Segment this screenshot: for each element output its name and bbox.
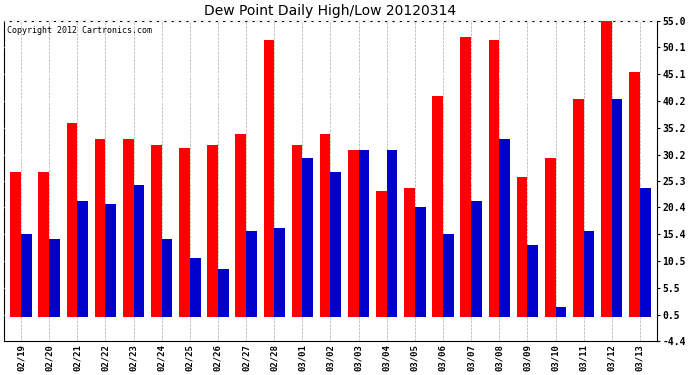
Bar	[207, 145, 218, 318]
Bar	[348, 150, 359, 318]
Bar	[612, 99, 622, 318]
Bar	[573, 99, 584, 318]
Bar	[77, 201, 88, 318]
Bar	[39, 172, 49, 318]
Bar	[151, 145, 161, 318]
Bar	[235, 134, 246, 318]
Bar	[527, 244, 538, 318]
Bar	[190, 258, 201, 318]
Bar	[433, 96, 443, 318]
Bar	[386, 150, 397, 318]
Bar	[302, 158, 313, 318]
Bar	[584, 231, 594, 318]
Bar	[601, 21, 612, 318]
Bar	[517, 177, 527, 318]
Text: Copyright 2012 Cartronics.com: Copyright 2012 Cartronics.com	[8, 26, 152, 34]
Bar	[179, 147, 190, 318]
Bar	[49, 239, 60, 318]
Bar	[21, 234, 32, 318]
Bar	[415, 207, 426, 318]
Bar	[95, 140, 106, 318]
Bar	[218, 269, 228, 318]
Bar	[443, 234, 454, 318]
Bar	[319, 134, 331, 318]
Bar	[246, 231, 257, 318]
Bar	[471, 201, 482, 318]
Bar	[292, 145, 302, 318]
Bar	[640, 188, 651, 318]
Bar	[376, 190, 386, 318]
Title: Dew Point Daily High/Low 20120314: Dew Point Daily High/Low 20120314	[204, 4, 457, 18]
Bar	[10, 172, 21, 318]
Bar	[545, 158, 555, 318]
Bar	[404, 188, 415, 318]
Bar	[274, 228, 285, 318]
Bar	[123, 140, 134, 318]
Bar	[359, 150, 369, 318]
Bar	[555, 307, 566, 318]
Bar	[629, 72, 640, 318]
Bar	[134, 185, 144, 318]
Bar	[264, 40, 274, 318]
Bar	[161, 239, 172, 318]
Bar	[67, 123, 77, 318]
Bar	[460, 37, 471, 318]
Bar	[489, 40, 500, 318]
Bar	[500, 140, 510, 318]
Bar	[106, 204, 116, 318]
Bar	[331, 172, 341, 318]
